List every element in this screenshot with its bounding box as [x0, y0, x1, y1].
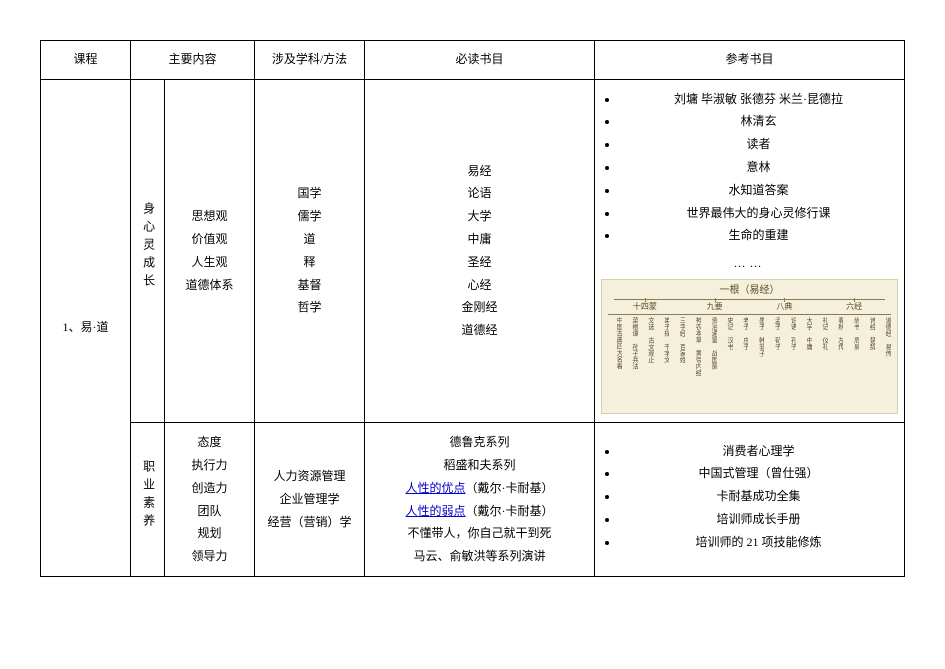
- curriculum-table: 课程 主要内容 涉及学科/方法 必读书目 参考书目 1、易·道 身心灵成长 思想…: [40, 40, 905, 577]
- col-reference: 参考书目: [595, 41, 905, 80]
- diagram-node: 八典: [750, 302, 820, 312]
- diagram-node: 六经: [819, 302, 889, 312]
- list-item: 不懂带人，你自己就干到死: [371, 522, 588, 545]
- list-item: 道德体系: [171, 274, 248, 297]
- list-item: 道德经: [371, 319, 588, 342]
- content-cell: 思想观价值观人生观道德体系: [165, 79, 255, 423]
- col-method: 涉及学科/方法: [255, 41, 365, 80]
- list-item: 消费者心理学: [619, 440, 898, 463]
- list-item: 人力资源管理: [261, 465, 358, 488]
- reference-cell: 刘墉 毕淑敏 张德芬 米兰·昆德拉林清玄读者意林水知道答案世界最伟大的身心灵修行…: [595, 79, 905, 423]
- list-item: 执行力: [171, 454, 248, 477]
- diagram-leaf: 文选 古文观止: [640, 317, 654, 407]
- diagram-root: 一根（易经）: [606, 284, 893, 300]
- diagram-leaf: 墨子 韩非子: [750, 317, 764, 407]
- sub-label: 职业素养: [131, 423, 165, 577]
- diagram-leaf: 史记 汉书: [719, 317, 733, 407]
- list-item: 大学: [371, 205, 588, 228]
- list-item: 金刚经: [371, 296, 588, 319]
- list-item: 易经: [371, 160, 588, 183]
- list-item: 意林: [619, 156, 898, 179]
- diagram-leaf: 道德经 易传: [877, 317, 891, 407]
- list-item: 态度: [171, 431, 248, 454]
- diagram-node: 九要: [680, 302, 750, 312]
- method-cell: 人力资源管理企业管理学经营（营销）学: [255, 423, 365, 577]
- list-item: 领导力: [171, 545, 248, 568]
- list-item: 团队: [171, 500, 248, 523]
- col-course: 课程: [41, 41, 131, 80]
- list-item: 论语: [371, 182, 588, 205]
- required-cell: 易经论语大学中庸圣经心经金刚经道德经: [365, 79, 595, 423]
- list-item: 国学: [261, 182, 358, 205]
- list-item: 水知道答案: [619, 179, 898, 202]
- list-item: 中庸: [371, 228, 588, 251]
- book-link[interactable]: 人性的弱点: [406, 504, 466, 518]
- table-header-row: 课程 主要内容 涉及学科/方法 必读书目 参考书目: [41, 41, 905, 80]
- diagram-leaf: 论语 孔子: [782, 317, 796, 407]
- diagram-leaf: 礼记 仪礼: [814, 317, 828, 407]
- list-item: 培训师成长手册: [619, 508, 898, 531]
- list-item: 创造力: [171, 477, 248, 500]
- diagram-leaf: 菜根谭 孙子兵法: [624, 317, 638, 407]
- diagram-leaf: 老子 庄子: [735, 317, 749, 407]
- list-item: 读者: [619, 133, 898, 156]
- list-item: 心经: [371, 274, 588, 297]
- col-required: 必读书目: [365, 41, 595, 80]
- list-item: 稻盛和夫系列: [371, 454, 588, 477]
- list-item: 人生观: [171, 251, 248, 274]
- col-content: 主要内容: [131, 41, 255, 80]
- course-cell: 1、易·道: [41, 79, 131, 576]
- list-item: 经营（营销）学: [261, 511, 358, 534]
- content-cell: 态度执行力创造力团队规划领导力: [165, 423, 255, 577]
- list-item: 马云、俞敏洪等系列演讲: [371, 545, 588, 568]
- list-item: 儒学: [261, 205, 358, 228]
- sub-label: 身心灵成长: [131, 79, 165, 423]
- list-item: 基督: [261, 274, 358, 297]
- tree-diagram: 一根（易经） 十四蒙九要八典六经 中国古典四大名着菜根谭 孙子兵法文选 古文观止…: [601, 279, 898, 414]
- list-item: 生命的重建: [619, 224, 898, 247]
- list-item: 规划: [171, 522, 248, 545]
- diagram-leaf: 尚书 周易: [845, 317, 859, 407]
- list-item: 企业管理学: [261, 488, 358, 511]
- list-item: 中国式管理（曾仕强）: [619, 462, 898, 485]
- diagram-node: 十四蒙: [610, 302, 680, 312]
- table-row: 1、易·道 身心灵成长 思想观价值观人生观道德体系 国学儒学道释基督哲学 易经论…: [41, 79, 905, 423]
- diagram-leaf: 三字经 百家姓: [671, 317, 685, 407]
- list-item: 价值观: [171, 228, 248, 251]
- list-item: 世界最伟大的身心灵修行课: [619, 202, 898, 225]
- required-cell: 德鲁克系列稻盛和夫系列人性的优点（戴尔·卡耐基）人性的弱点（戴尔·卡耐基）不懂带…: [365, 423, 595, 577]
- list-item: 德鲁克系列: [371, 431, 588, 454]
- list-item: 刘墉 毕淑敏 张德芬 米兰·昆德拉: [619, 88, 898, 111]
- diagram-leaf: 诗经 楚辞: [861, 317, 875, 407]
- list-item: 卡耐基成功全集: [619, 485, 898, 508]
- list-item: 释: [261, 251, 358, 274]
- list-item: 人性的弱点（戴尔·卡耐基）: [371, 500, 588, 523]
- list-item: 人性的优点（戴尔·卡耐基）: [371, 477, 588, 500]
- reference-cell: 消费者心理学中国式管理（曾仕强）卡耐基成功全集培训师成长手册培训师的 21 项技…: [595, 423, 905, 577]
- diagram-leaf: 大学 中庸: [798, 317, 812, 407]
- list-item: 道: [261, 228, 358, 251]
- diagram-leaf: 弟子规 千字文: [656, 317, 670, 407]
- ellipsis: ……: [601, 253, 898, 275]
- list-item: 林清玄: [619, 110, 898, 133]
- diagram-leaf: 资治通鉴 战国策: [703, 317, 717, 407]
- diagram-leaf: 中国古典四大名着: [608, 317, 622, 407]
- table-row: 职业素养 态度执行力创造力团队规划领导力 人力资源管理企业管理学经营（营销）学 …: [41, 423, 905, 577]
- diagram-leaf: 神农本草 黄帝内经: [687, 317, 701, 407]
- diagram-leaf: 春秋 左传: [830, 317, 844, 407]
- book-link[interactable]: 人性的优点: [406, 481, 466, 495]
- list-item: 哲学: [261, 296, 358, 319]
- method-cell: 国学儒学道释基督哲学: [255, 79, 365, 423]
- list-item: 圣经: [371, 251, 588, 274]
- list-item: 思想观: [171, 205, 248, 228]
- diagram-leaf: 孟子 荀子: [766, 317, 780, 407]
- list-item: 培训师的 21 项技能修炼: [619, 531, 898, 554]
